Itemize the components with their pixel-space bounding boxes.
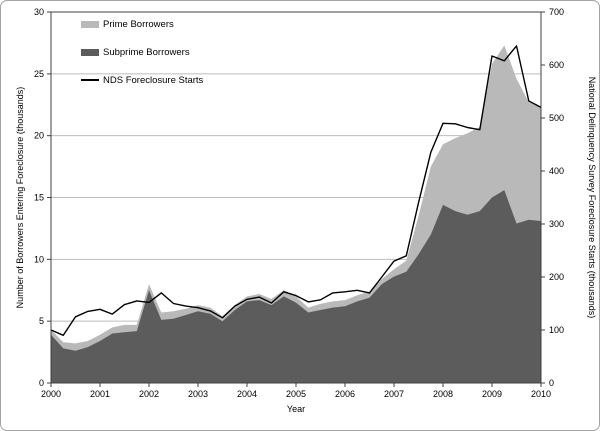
y-right-tick-label: 400 <box>549 166 564 176</box>
x-tick-label: 2005 <box>286 389 306 399</box>
nds-foreclosure-line <box>50 45 542 336</box>
y-left-tick-label: 0 <box>39 378 44 388</box>
legend-item-nds: NDS Foreclosure Starts <box>81 74 203 86</box>
prime-swatch-icon <box>81 20 99 28</box>
y-right-tick-label: 200 <box>549 272 564 282</box>
legend-label-prime: Prime Borrowers <box>103 18 174 30</box>
legend-item-subprime: Subprime Borrowers <box>81 46 190 58</box>
y-left-tick-label: 20 <box>34 131 44 141</box>
y-right-tick-label: 300 <box>549 219 564 229</box>
y-right-tick-label: 700 <box>549 7 564 17</box>
x-tick-label: 2001 <box>90 389 110 399</box>
x-tick-label: 2007 <box>384 389 404 399</box>
x-tick-label: 2006 <box>335 389 355 399</box>
y-left-tick-label: 10 <box>34 254 44 264</box>
y-left-tick-label: 15 <box>34 193 44 203</box>
x-tick-label: 2004 <box>237 389 257 399</box>
nds-line-swatch-icon <box>81 79 99 81</box>
y-left-tick-label: 30 <box>34 7 44 17</box>
x-tick-label: 2003 <box>188 389 208 399</box>
y-left-tick-label: 25 <box>34 69 44 79</box>
x-tick-label: 2010 <box>531 389 551 399</box>
y-right-axis-title: National Delinquency Survey Foreclosure … <box>587 76 597 319</box>
legend-label-subprime: Subprime Borrowers <box>103 46 190 58</box>
y-right-tick-label: 500 <box>549 113 564 123</box>
y-right-tick-label: 600 <box>549 60 564 70</box>
y-left-tick-label: 5 <box>39 316 44 326</box>
x-tick-label: 2000 <box>41 389 61 399</box>
y-left-axis-title: Number of Borrowers Entering Foreclosure… <box>15 86 25 309</box>
subprime-swatch-icon <box>81 48 99 56</box>
legend-label-nds: NDS Foreclosure Starts <box>103 74 204 86</box>
x-tick-label: 2008 <box>433 389 453 399</box>
subprime-area <box>51 190 541 383</box>
x-axis-title: Year <box>286 404 306 414</box>
x-tick-label: 2009 <box>482 389 502 399</box>
y-right-tick-label: 100 <box>549 325 564 335</box>
x-tick-label: 2002 <box>139 389 159 399</box>
y-right-tick-label: 0 <box>549 378 554 388</box>
legend-item-prime: Prime Borrowers <box>81 18 174 30</box>
